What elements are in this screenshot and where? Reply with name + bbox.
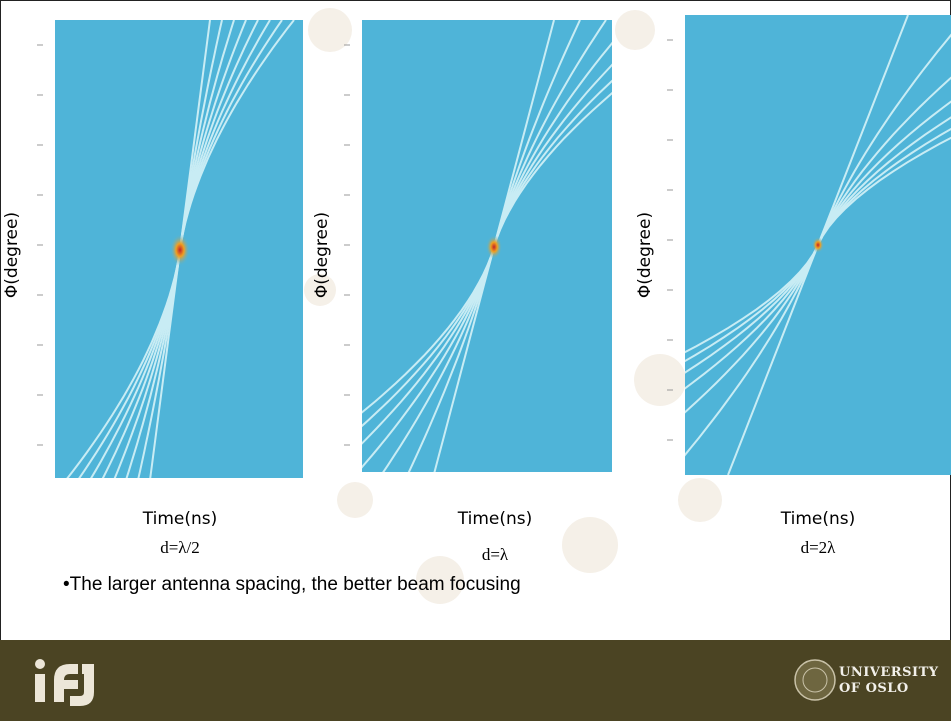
- y-axis-label: Φ(degree): [635, 212, 655, 298]
- x-axis-label: Time(ns): [780, 509, 856, 529]
- spacing-label: d=λ: [482, 545, 509, 564]
- focus-spot: [170, 234, 190, 266]
- x-axis-label: Time(ns): [457, 509, 533, 529]
- focus-spot: [486, 235, 502, 259]
- university-name: OF OSLO: [839, 681, 909, 696]
- spacing-label: d=2λ: [801, 538, 837, 557]
- bullet: •The larger antenna spacing, the better …: [63, 574, 521, 595]
- focus-spot: [812, 237, 824, 253]
- y-axis-label: Φ(degree): [312, 212, 332, 298]
- university-name: UNIVERSITY: [839, 665, 939, 680]
- spacing-label: d=λ/2: [160, 538, 200, 557]
- university-seal: [795, 660, 835, 700]
- y-axis-label: Φ(degree): [2, 212, 22, 298]
- slide: Φ(degree) Time(ns) d=λ/2 Φ(degree) Time(ns) d…: [0, 0, 951, 721]
- x-axis-label: Time(ns): [142, 509, 218, 529]
